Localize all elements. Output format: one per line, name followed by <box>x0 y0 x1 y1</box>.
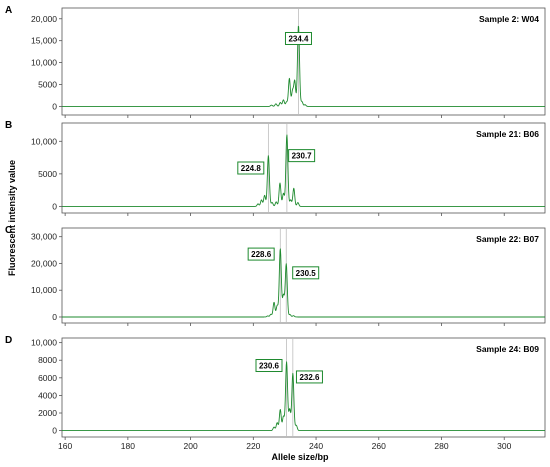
peak-label: 228.6 <box>247 247 275 261</box>
peak-label: 230.5 <box>292 266 320 280</box>
panel-a: A 0 5000 10,000 15,000 20,000 234.4 Sample 2: W… <box>5 5 546 118</box>
y-tick-label: 5000 <box>38 80 57 90</box>
panel-letter: B <box>5 120 12 131</box>
y-tick-label: 0 <box>52 312 57 322</box>
x-axis-title: Allele size/bp <box>271 452 329 462</box>
peak-label: 232.6 <box>295 370 323 384</box>
peak-label-box <box>284 31 312 45</box>
y-tick-label: 10,000 <box>31 338 57 348</box>
y-tick-label: 0 <box>52 201 57 211</box>
y-tick-label: 2000 <box>38 408 57 418</box>
peak-label-box <box>288 149 316 163</box>
panel-letter: A <box>5 5 12 16</box>
panel-c: C 0 10,000 20,000 30,000 228.6 230.5 Sample 22:… <box>5 225 546 326</box>
x-tick-label: 300 <box>497 441 511 451</box>
panel-letter: D <box>5 335 12 346</box>
y-tick-label: 15,000 <box>31 36 57 46</box>
plot-frame <box>61 122 546 214</box>
peak-label-text: 224.8 <box>241 164 262 173</box>
y-tick-label: 4000 <box>38 390 57 400</box>
peak-label-text: 230.5 <box>296 269 317 278</box>
x-tick-label: 240 <box>309 441 323 451</box>
panel-b: B 0 5000 10,000 224.8 230.7 Sample 21: B06 <box>5 120 546 216</box>
y-tick-label: 5000 <box>38 169 57 179</box>
y-tick-label: 10,000 <box>31 285 57 295</box>
sample-title: Sample 22: B07 <box>476 234 539 244</box>
panel-d: D 0 2000 4000 6000 8000 10,000 160 180 200 220 240 2… <box>5 335 546 451</box>
peak-label-text: 230.7 <box>292 152 313 161</box>
peak-label-text: 234.4 <box>288 34 309 43</box>
y-tick-label: 20,000 <box>31 258 57 268</box>
peak-label-box <box>237 161 265 175</box>
peak-label-text: 230.6 <box>259 362 280 371</box>
peak-label-box <box>295 370 323 384</box>
sample-title: Sample 24: B09 <box>476 344 539 354</box>
y-tick-label: 0 <box>52 426 57 436</box>
chart-panels: A 0 5000 10,000 15,000 20,000 234.4 Sample 2: W… <box>5 5 546 451</box>
fluorescence-trace <box>61 248 546 318</box>
y-tick-label: 30,000 <box>31 232 57 242</box>
y-tick-label: 8000 <box>38 355 57 365</box>
peak-label: 234.4 <box>284 31 312 45</box>
peak-label-box <box>247 247 275 261</box>
fluorescence-trace <box>61 25 546 107</box>
peak-label: 230.6 <box>255 359 283 373</box>
y-tick-label: 0 <box>52 101 57 111</box>
peak-label-box <box>292 266 320 280</box>
peak-label: 230.7 <box>288 149 316 163</box>
x-tick-label: 180 <box>121 441 135 451</box>
y-axis-title: Fluorescent intensity value <box>7 160 17 276</box>
y-tick-label: 20,000 <box>31 14 57 24</box>
fluorescence-trace <box>61 134 546 207</box>
peak-label-text: 228.6 <box>251 250 272 259</box>
panel-letter: C <box>5 225 12 236</box>
x-tick-label: 280 <box>434 441 448 451</box>
peak-label-box <box>255 359 283 373</box>
x-tick-label: 200 <box>183 441 197 451</box>
peak-label: 224.8 <box>237 161 265 175</box>
y-tick-label: 6000 <box>38 373 57 383</box>
plot-frame <box>61 7 546 116</box>
peak-label-text: 232.6 <box>299 373 320 382</box>
x-tick-label: 160 <box>58 441 72 451</box>
sample-title: Sample 2: W04 <box>479 14 539 24</box>
y-tick-label: 10,000 <box>31 136 57 146</box>
x-tick-label: 220 <box>246 441 260 451</box>
y-tick-label: 10,000 <box>31 58 57 68</box>
x-tick-label: 260 <box>372 441 386 451</box>
plot-frame <box>61 227 546 324</box>
fluorescence-trace <box>61 361 546 432</box>
sample-title: Sample 21: B06 <box>476 129 539 139</box>
plot-frame <box>61 337 546 438</box>
